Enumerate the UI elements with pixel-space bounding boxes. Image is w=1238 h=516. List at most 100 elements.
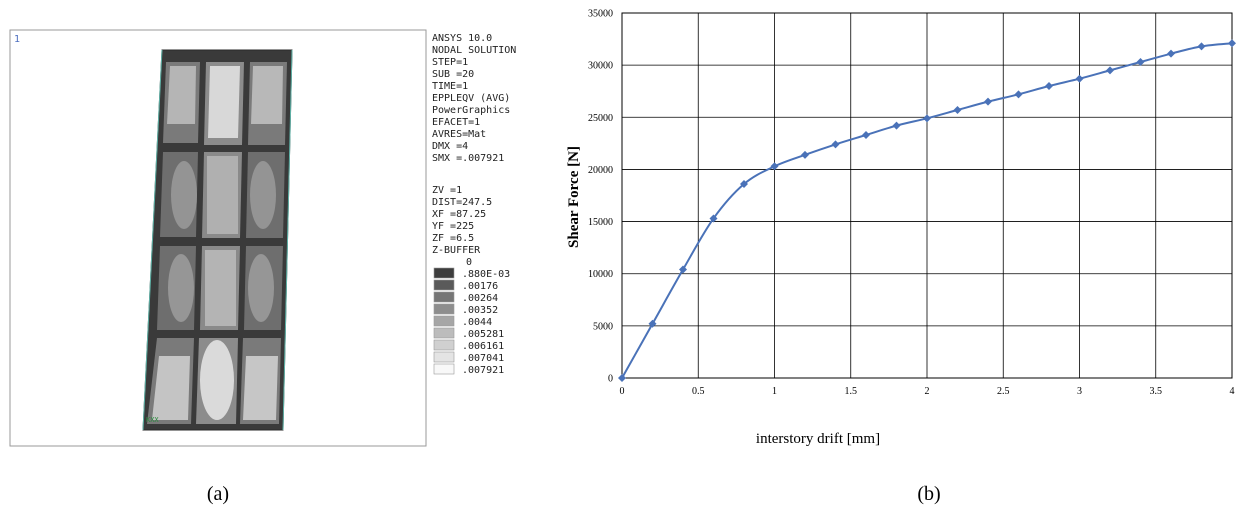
y-axis-ticks: 0 5000 10000 15000 20000 25000 30000 35000 — [588, 9, 613, 385]
x-tick-label: 3 — [1077, 386, 1082, 397]
legend-label: .00264 — [462, 293, 498, 304]
data-point — [1167, 49, 1175, 58]
ansys-info-line: NODAL SOLUTION — [432, 45, 516, 56]
legend-label: .006161 — [462, 341, 504, 352]
legend-zero-label: 0 — [466, 257, 472, 268]
caption-a: (a) — [207, 483, 229, 505]
model-edge — [142, 49, 163, 431]
panel-b-chart: 0 0.5 1 1.5 2 2.5 3 3.5 4 0 5000 10000 15000 20000 25… — [566, 9, 1236, 447]
ansys-info-line: PowerGraphics — [432, 105, 510, 116]
ansys-view-line: XF =87.25 — [432, 209, 486, 220]
legend-swatch — [433, 291, 455, 303]
legend-label: .00176 — [462, 281, 498, 292]
data-point — [831, 140, 840, 149]
legend-label: .007041 — [462, 353, 504, 364]
ansys-info-line: TIME=1 — [432, 81, 468, 92]
legend-swatch — [433, 327, 455, 339]
y-axis-label: Shear Force [N] — [566, 146, 582, 248]
x-tick-label: 1.5 — [845, 386, 858, 397]
data-point — [1228, 39, 1236, 48]
y-tick-label: 30000 — [588, 61, 613, 72]
cell-hotspot — [205, 250, 236, 326]
cell-hotspot — [167, 66, 196, 124]
ansys-info-line: STEP=1 — [432, 57, 468, 68]
ansys-info-line: ANSYS 10.0 — [432, 33, 492, 44]
series-markers — [618, 39, 1236, 382]
cell-hotspot — [208, 66, 240, 138]
panel-a: 1 — [9, 29, 516, 447]
x-tick-label: 2 — [925, 386, 930, 397]
x-tick-label: 0 — [620, 386, 625, 397]
data-point — [1075, 74, 1084, 83]
ansys-info-line: EPPLEQV (AVG) — [432, 93, 510, 104]
legend-swatch — [433, 303, 455, 315]
data-point — [1136, 58, 1145, 67]
data-point — [648, 319, 657, 328]
data-point — [984, 97, 992, 106]
ansys-view-line: ZV =1 — [432, 185, 462, 196]
legend-swatch — [433, 351, 455, 363]
x-axis-label: interstory drift [mm] — [756, 431, 880, 447]
cell-hotspot — [152, 356, 190, 420]
cell-hotspot — [200, 340, 234, 420]
ansys-info-line: AVRES=Mat — [432, 129, 486, 140]
contour-legend: .880E-03.00176.00264.00352.0044.005281.0… — [433, 267, 510, 376]
cell-hotspot — [243, 356, 278, 420]
data-point — [770, 162, 779, 171]
x-tick-label: 1 — [772, 386, 777, 397]
data-point — [1197, 42, 1206, 51]
y-tick-label: 15000 — [588, 217, 613, 228]
ansys-info-line: DMX =4 — [432, 141, 468, 152]
data-point — [740, 180, 748, 189]
data-point — [618, 374, 626, 382]
data-point — [923, 114, 931, 123]
legend-label: .00352 — [462, 305, 498, 316]
legend-label: .0044 — [462, 317, 492, 328]
x-tick-label: 0.5 — [692, 386, 705, 397]
triad-label: KXX — [146, 416, 159, 424]
x-axis-ticks: 0 0.5 1 1.5 2 2.5 3 3.5 4 — [620, 386, 1235, 397]
data-point — [801, 150, 809, 159]
data-point — [1045, 82, 1053, 90]
ansys-info-line: SUB =20 — [432, 69, 474, 80]
ansys-info-line: EFACET=1 — [432, 117, 480, 128]
x-tick-label: 4 — [1230, 386, 1235, 397]
data-point — [1106, 66, 1114, 75]
legend-swatch — [433, 279, 455, 291]
ansys-view-line: ZF =6.5 — [432, 233, 474, 244]
viewport-number: 1 — [14, 34, 20, 45]
ansys-view-line: DIST=247.5 — [432, 197, 492, 208]
y-tick-label: 10000 — [588, 269, 613, 280]
data-point — [862, 131, 870, 140]
y-tick-label: 0 — [608, 374, 613, 385]
model-cells — [147, 62, 287, 424]
ansys-model: KXX — [142, 49, 293, 431]
y-tick-label: 5000 — [593, 321, 613, 332]
y-tick-label: 20000 — [588, 165, 613, 176]
y-tick-label: 35000 — [588, 9, 613, 20]
legend-swatch — [433, 363, 455, 375]
legend-label: .005281 — [462, 329, 504, 340]
data-point — [892, 121, 901, 130]
legend-swatch — [433, 339, 455, 351]
cell-hotspot — [248, 254, 274, 322]
cell-hotspot — [207, 156, 238, 234]
ansys-view-line: YF =225 — [432, 221, 474, 232]
cell-hotspot — [171, 161, 197, 229]
x-tick-label: 2.5 — [997, 386, 1010, 397]
legend-label: .007921 — [462, 365, 504, 376]
caption-b: (b) — [917, 483, 940, 505]
ansys-view-line: Z-BUFFER — [432, 245, 481, 256]
plot-area — [621, 12, 1233, 379]
legend-label: .880E-03 — [462, 269, 510, 280]
cell-hotspot — [168, 254, 194, 322]
legend-swatch — [433, 315, 455, 327]
data-point — [953, 105, 962, 114]
cell-hotspot — [251, 66, 283, 124]
ansys-info-line: SMX =.007921 — [432, 153, 504, 164]
y-tick-label: 25000 — [588, 113, 613, 124]
cell-hotspot — [250, 161, 276, 229]
